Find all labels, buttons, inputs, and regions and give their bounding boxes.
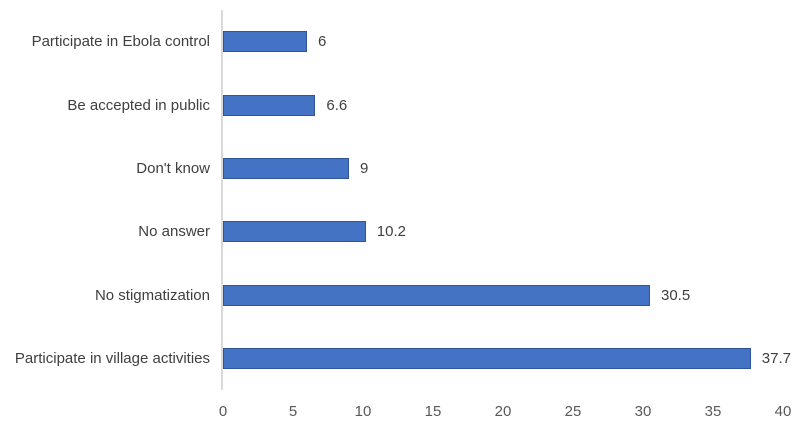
- value-label: 37.7: [761, 349, 791, 367]
- value-label: 9: [360, 159, 369, 177]
- bar: [223, 347, 751, 369]
- category-label: Participate in Ebola control: [31, 33, 210, 51]
- x-tick-label: 0: [218, 403, 228, 420]
- value-label: 30.5: [661, 286, 691, 304]
- x-tick-label: 30: [634, 403, 652, 420]
- x-tick-label: 40: [774, 403, 792, 420]
- bar: [223, 94, 316, 116]
- value-label: 10.2: [376, 223, 406, 241]
- x-tick-label: 25: [564, 403, 582, 420]
- category-label: No stigmatization: [94, 286, 210, 304]
- bar: [223, 221, 366, 243]
- value-label: 6.6: [326, 96, 348, 114]
- bar: [223, 31, 307, 53]
- bar: [223, 284, 650, 306]
- x-tick-label: 15: [424, 403, 442, 420]
- x-tick-label: 35: [704, 403, 722, 420]
- value-label: 6: [318, 33, 327, 51]
- x-tick-label: 5: [288, 403, 298, 420]
- category-label: Be accepted in public: [67, 96, 210, 114]
- plot-area: 6 6.6 9 10.2 30.5 37.7: [221, 10, 791, 390]
- category-label: Don't know: [136, 159, 210, 177]
- bar: [223, 157, 349, 179]
- x-tick-label: 20: [494, 403, 512, 420]
- vertical-axis-line: [221, 10, 223, 390]
- x-tick-label: 10: [354, 403, 372, 420]
- category-label: No answer: [138, 223, 210, 241]
- category-label: Participate in village activities: [14, 349, 210, 367]
